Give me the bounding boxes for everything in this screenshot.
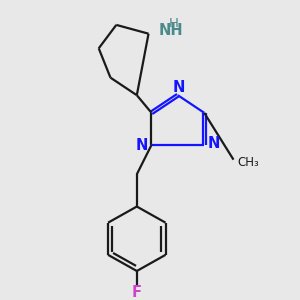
- Text: CH₃: CH₃: [237, 156, 259, 169]
- Text: F: F: [132, 285, 142, 300]
- Text: N: N: [207, 136, 220, 151]
- Text: H: H: [169, 17, 178, 30]
- Text: N: N: [136, 137, 148, 152]
- Text: NH: NH: [159, 23, 183, 38]
- Text: N: N: [172, 80, 184, 94]
